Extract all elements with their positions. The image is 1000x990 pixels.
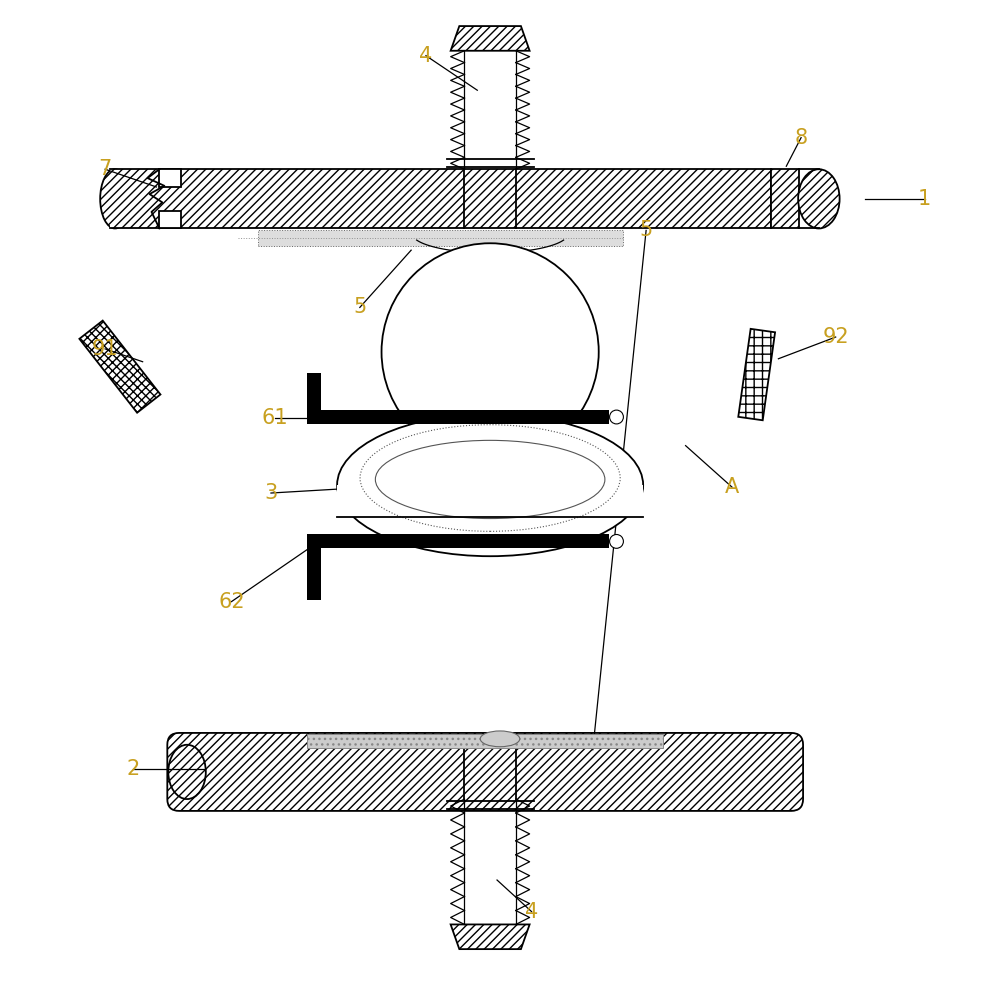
Bar [79,321,160,413]
Bar [159,169,771,229]
Text: 8: 8 [795,128,808,148]
Text: 4: 4 [419,46,433,65]
Ellipse shape [798,169,840,229]
Ellipse shape [168,744,206,799]
Ellipse shape [100,169,130,229]
Text: 2: 2 [126,759,139,779]
Circle shape [610,535,623,548]
Bar [307,372,321,424]
Circle shape [610,410,623,424]
Bar [307,410,609,424]
Text: 61: 61 [262,408,288,428]
Text: 5: 5 [639,221,653,241]
Text: 1: 1 [918,189,931,209]
Text: 3: 3 [264,483,278,503]
Text: 5: 5 [353,297,366,318]
Text: A: A [725,477,739,497]
Bar [307,548,321,600]
Bar [738,329,775,421]
Text: 91: 91 [92,339,118,359]
Bar [307,535,609,548]
Ellipse shape [480,731,520,746]
Text: 92: 92 [822,327,849,347]
Polygon shape [451,26,530,50]
Bar [307,734,663,747]
Bar [159,169,181,187]
Bar [771,169,799,229]
Bar [258,231,623,247]
Bar [159,211,181,229]
Ellipse shape [337,414,643,556]
FancyBboxPatch shape [167,733,803,811]
Circle shape [382,244,599,460]
Text: 7: 7 [98,159,112,179]
Text: 4: 4 [525,902,538,922]
Bar [110,169,164,229]
Text: 62: 62 [218,592,245,612]
Bar [337,485,643,517]
Polygon shape [451,925,530,949]
